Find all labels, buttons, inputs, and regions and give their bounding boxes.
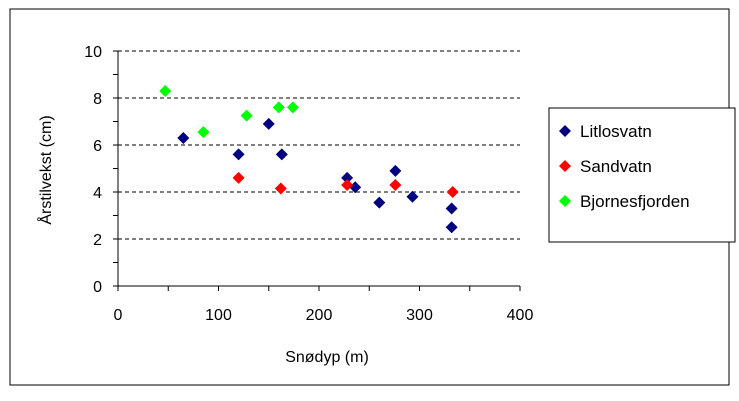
data-point — [159, 84, 172, 97]
y-tick-label: 2 — [93, 232, 102, 249]
y-tick-label: 8 — [93, 91, 102, 108]
data-point — [232, 148, 245, 161]
data-point — [341, 178, 354, 191]
y-tick-label: 6 — [93, 138, 102, 155]
legend-box — [548, 107, 736, 243]
data-point — [240, 109, 253, 122]
data-point — [389, 178, 402, 191]
series-bjornesfjorden — [159, 84, 299, 139]
gridlines — [118, 50, 520, 240]
axes — [113, 50, 521, 291]
data-point — [341, 171, 354, 184]
y-tick-label: 4 — [93, 185, 102, 202]
legend-label: Bjornesfjorden — [580, 192, 690, 211]
data-point — [373, 196, 386, 209]
legend-label: Sandvatn — [580, 157, 652, 176]
data-point — [286, 101, 299, 114]
data-point — [272, 101, 285, 114]
legend: Litlosvatn Sandvatn Bjornesfjorden — [548, 107, 736, 243]
legend-marker — [559, 125, 571, 137]
data-point — [197, 126, 210, 139]
data-point — [262, 117, 275, 130]
legend-marker — [559, 195, 571, 207]
x-tick-label: 300 — [406, 307, 433, 324]
data-point — [232, 171, 245, 184]
y-axis-title: Årstilvekst (cm) — [36, 115, 55, 224]
x-tick-label: 200 — [306, 307, 333, 324]
data-point — [275, 148, 288, 161]
y-tick-label: 10 — [84, 44, 102, 61]
x-axis-title: Snødyp (m) — [285, 349, 369, 366]
data-point — [445, 221, 458, 234]
x-tick-label: 400 — [507, 307, 534, 324]
data-point — [389, 164, 402, 177]
data-point — [445, 202, 458, 215]
legend-label: Litlosvatn — [580, 122, 652, 141]
data-points — [159, 84, 459, 234]
series-sandvatn — [232, 171, 459, 198]
x-tick-label: 0 — [114, 307, 123, 324]
data-point — [446, 186, 459, 198]
legend-marker — [559, 160, 571, 172]
data-point — [406, 190, 419, 203]
data-point — [274, 182, 287, 195]
x-tick-label: 100 — [205, 307, 232, 324]
data-point — [177, 131, 190, 144]
y-tick-label: 0 — [93, 279, 102, 296]
series-litlosvatn — [177, 117, 458, 234]
